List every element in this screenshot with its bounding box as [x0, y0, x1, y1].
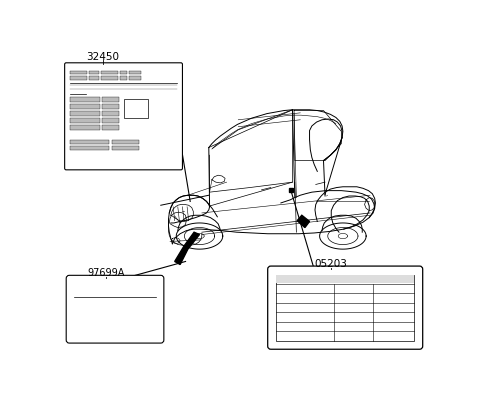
Text: 97699A: 97699A: [87, 268, 124, 278]
Text: 32450: 32450: [86, 52, 119, 62]
Bar: [124, 99, 147, 118]
Bar: [101, 76, 118, 80]
Bar: [102, 104, 119, 109]
Bar: [120, 76, 127, 80]
Bar: [70, 146, 109, 150]
Bar: [129, 76, 141, 80]
Bar: [89, 76, 99, 80]
Bar: [112, 146, 139, 150]
Bar: [70, 140, 109, 144]
FancyBboxPatch shape: [65, 63, 182, 170]
Bar: [101, 70, 118, 74]
Bar: [70, 118, 99, 123]
Bar: [102, 118, 119, 123]
Bar: [276, 275, 414, 341]
Bar: [70, 70, 87, 74]
Bar: [276, 275, 414, 282]
Bar: [70, 125, 99, 130]
Polygon shape: [175, 232, 200, 265]
Polygon shape: [289, 188, 292, 192]
FancyBboxPatch shape: [66, 275, 164, 343]
Bar: [70, 98, 99, 102]
Polygon shape: [297, 215, 310, 228]
Bar: [129, 70, 141, 74]
Bar: [70, 76, 87, 80]
Bar: [70, 111, 99, 116]
FancyBboxPatch shape: [268, 266, 423, 349]
Bar: [89, 70, 99, 74]
Bar: [102, 111, 119, 116]
Bar: [112, 140, 139, 144]
Text: 05203: 05203: [315, 259, 348, 269]
Bar: [102, 98, 119, 102]
Bar: [102, 125, 119, 130]
Bar: [120, 70, 127, 74]
Bar: [70, 104, 99, 109]
